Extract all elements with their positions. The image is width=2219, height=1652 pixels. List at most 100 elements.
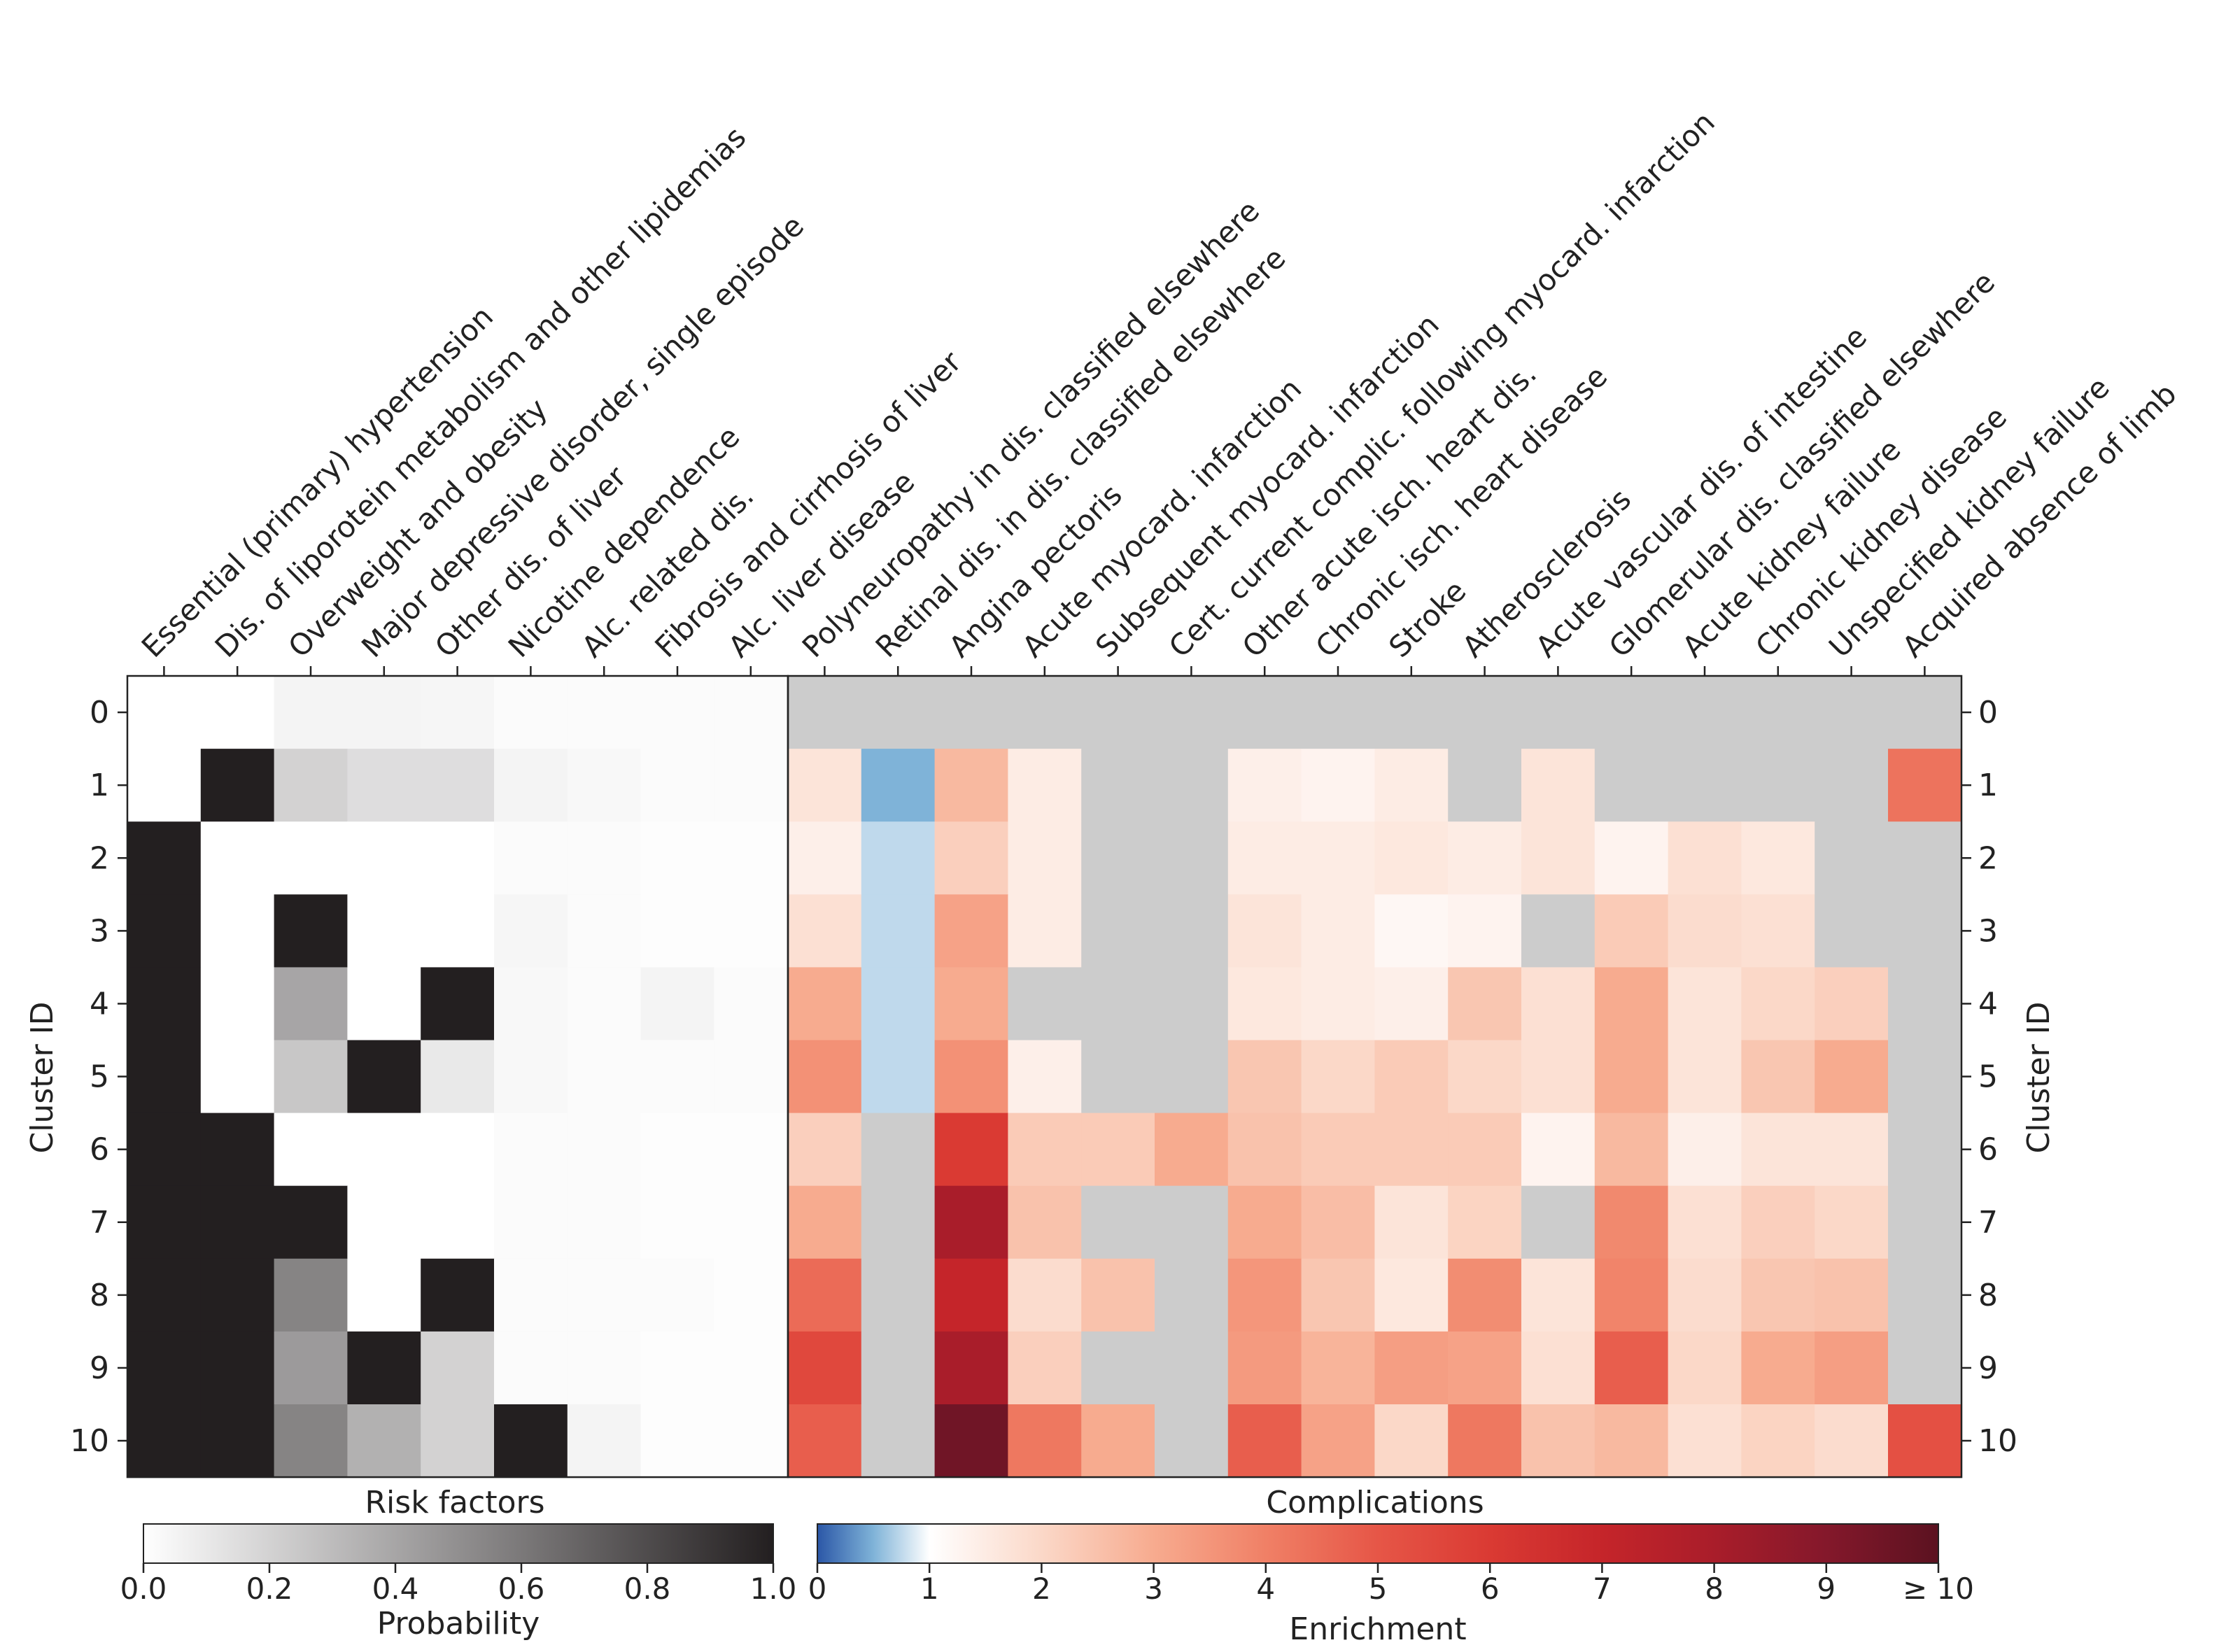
- complication-cell: [1594, 676, 1669, 749]
- risk-cell: [347, 1258, 421, 1332]
- complication-cell: [934, 967, 1008, 1041]
- risk-cell: [200, 821, 275, 895]
- risk-cell: [200, 894, 275, 968]
- risk-cell: [200, 1258, 275, 1332]
- risk-cell: [274, 1404, 348, 1478]
- risk-cell: [494, 749, 568, 822]
- risk-cell: [567, 749, 642, 822]
- complication-cell: [1227, 1258, 1302, 1332]
- complication-cell: [1155, 1404, 1229, 1478]
- risk-cell: [640, 1113, 714, 1187]
- complication-cell: [1815, 821, 1889, 895]
- risk-cell: [274, 821, 348, 895]
- row-label-left: 9: [90, 1350, 109, 1386]
- complications-colorbar-tick-label: 6: [1481, 1572, 1500, 1606]
- complication-cell: [1741, 1113, 1815, 1187]
- complication-cell: [861, 967, 936, 1041]
- complication-cell: [1888, 1258, 1962, 1332]
- complication-cell: [1081, 749, 1155, 822]
- complication-cell: [1888, 749, 1962, 822]
- complication-cell: [1594, 821, 1669, 895]
- complication-cell: [1815, 676, 1889, 749]
- risk-cell: [274, 1040, 348, 1114]
- complication-cell: [1521, 1258, 1595, 1332]
- risk-cell: [421, 1258, 495, 1332]
- complication-cell: [1227, 1331, 1302, 1405]
- complication-cell: [1374, 1185, 1449, 1259]
- complication-cell: [1227, 1404, 1302, 1478]
- risk-cell: [567, 1185, 642, 1259]
- complications-colorbar-tick-label: 3: [1144, 1572, 1163, 1606]
- complication-cell: [1008, 967, 1082, 1041]
- complication-cell: [1521, 1185, 1595, 1259]
- y-axis-title-left: Cluster ID: [24, 1001, 60, 1153]
- complication-cell: [788, 749, 862, 822]
- complication-cell: [861, 1185, 936, 1259]
- complication-cell: [934, 1185, 1008, 1259]
- risk-cell: [567, 821, 642, 895]
- risk-cell: [640, 894, 714, 968]
- risk-colorbar-label: Probability: [377, 1606, 540, 1642]
- complication-cell: [934, 1258, 1008, 1332]
- risk-cell: [127, 821, 202, 895]
- complication-cell: [788, 1404, 862, 1478]
- complication-cell: [1815, 1404, 1889, 1478]
- complication-cell: [1081, 1404, 1155, 1478]
- complications-colorbar-tick-label: 5: [1369, 1572, 1388, 1606]
- complication-cell: [1521, 894, 1595, 968]
- complication-cell: [1448, 1258, 1522, 1332]
- risk-cell: [640, 1040, 714, 1114]
- risk-cell: [347, 967, 421, 1041]
- complication-cell: [1668, 1258, 1742, 1332]
- complication-cell: [1815, 1185, 1889, 1259]
- risk-colorbar-tick-label: 0.4: [372, 1572, 419, 1606]
- complication-cell: [788, 676, 862, 749]
- risk-cell: [714, 894, 788, 968]
- risk-cell: [274, 894, 348, 968]
- complication-cell: [1741, 894, 1815, 968]
- complication-cell: [1155, 1331, 1229, 1405]
- complication-cell: [1521, 967, 1595, 1041]
- complication-cell: [1081, 967, 1155, 1041]
- complication-cell: [1888, 1040, 1962, 1114]
- complication-cell: [1301, 1258, 1375, 1332]
- complication-cell: [1008, 1113, 1082, 1187]
- complications-colorbar-label: Enrichment: [1289, 1611, 1466, 1647]
- complication-cell: [1227, 821, 1302, 895]
- complication-cell: [1374, 1258, 1449, 1332]
- complication-cell: [1594, 1185, 1669, 1259]
- complication-cell: [1448, 676, 1522, 749]
- complication-cell: [1008, 894, 1082, 968]
- complication-cell: [1081, 1040, 1155, 1114]
- complication-cell: [1594, 749, 1669, 822]
- risk-cell: [347, 821, 421, 895]
- row-label-right: 10: [1978, 1423, 2017, 1459]
- complication-cell: [1521, 1331, 1595, 1405]
- risk-cell: [494, 1258, 568, 1332]
- complication-cell: [1301, 1404, 1375, 1478]
- complication-cell: [788, 1040, 862, 1114]
- risk-cell: [347, 1331, 421, 1405]
- risk-cell: [421, 749, 495, 822]
- complication-cell: [1227, 894, 1302, 968]
- complication-cell: [1888, 821, 1962, 895]
- complication-cell: [1888, 1113, 1962, 1187]
- risk-cell: [347, 749, 421, 822]
- risk-cell: [714, 676, 788, 749]
- complication-cell: [1374, 1040, 1449, 1114]
- complication-cell: [1448, 1113, 1522, 1187]
- complication-cell: [1155, 676, 1229, 749]
- complication-cell: [1448, 821, 1522, 895]
- risk-cell: [567, 967, 642, 1041]
- row-label-left: 7: [90, 1205, 109, 1241]
- complication-cell: [1081, 1113, 1155, 1187]
- complication-cell: [1448, 1040, 1522, 1114]
- complication-cell: [1227, 1185, 1302, 1259]
- complication-cell: [1374, 1113, 1449, 1187]
- risk-cell: [494, 894, 568, 968]
- risk-cell: [714, 749, 788, 822]
- complication-cell: [1521, 821, 1595, 895]
- complication-cell: [1815, 749, 1889, 822]
- complication-cell: [1155, 1258, 1229, 1332]
- complication-cell: [1594, 1040, 1669, 1114]
